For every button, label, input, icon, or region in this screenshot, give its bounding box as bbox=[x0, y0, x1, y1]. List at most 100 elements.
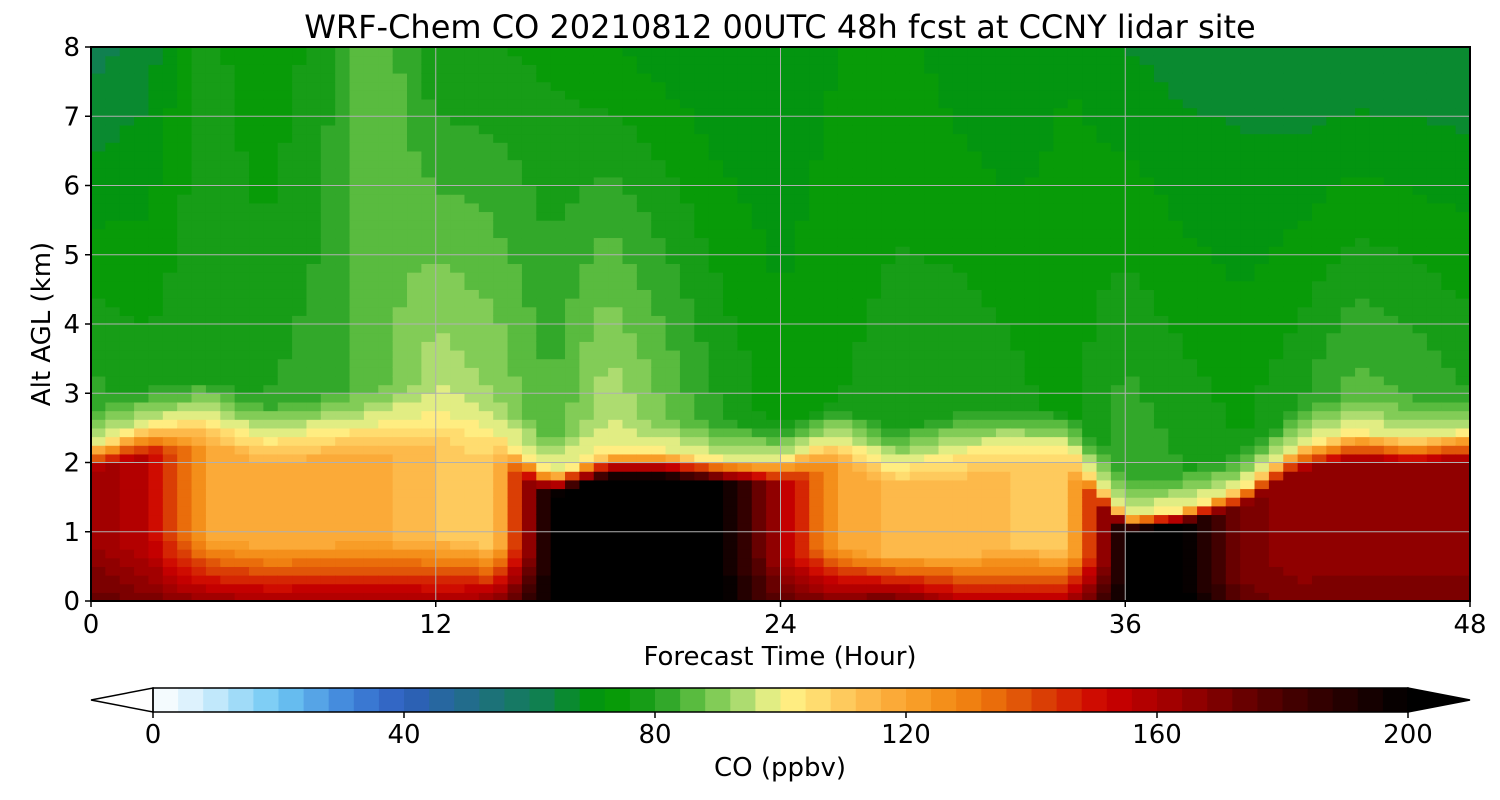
heatmap-cell bbox=[995, 375, 1011, 386]
heatmap-cell bbox=[1039, 72, 1055, 83]
heatmap-cell bbox=[852, 566, 868, 576]
heatmap-cell bbox=[1096, 289, 1112, 299]
heatmap-cell bbox=[134, 592, 150, 602]
heatmap-cell bbox=[651, 462, 667, 472]
heatmap-cell bbox=[723, 505, 738, 516]
heatmap-cell bbox=[924, 453, 940, 464]
heatmap-cell bbox=[1182, 107, 1198, 117]
heatmap-cell bbox=[1168, 289, 1184, 299]
heatmap-cell bbox=[909, 471, 925, 481]
heatmap-cell bbox=[1182, 531, 1198, 542]
heatmap-cell bbox=[1024, 479, 1040, 490]
heatmap-cell bbox=[349, 488, 365, 498]
heatmap-cell bbox=[162, 272, 178, 282]
heatmap-cell bbox=[507, 462, 523, 472]
heatmap-cell bbox=[981, 384, 997, 394]
heatmap-cell bbox=[809, 202, 825, 213]
heatmap-cell bbox=[177, 410, 193, 420]
heatmap-cell bbox=[565, 142, 580, 152]
heatmap-cell bbox=[507, 436, 523, 446]
heatmap-cell bbox=[1053, 150, 1069, 161]
heatmap-cell bbox=[622, 531, 638, 542]
heatmap-cell bbox=[723, 315, 738, 325]
heatmap-cell bbox=[651, 176, 667, 187]
heatmap-cell bbox=[608, 436, 624, 446]
heatmap-cell bbox=[421, 505, 437, 516]
heatmap-cell bbox=[679, 159, 695, 169]
heatmap-cell bbox=[1139, 150, 1155, 161]
heatmap-cell bbox=[249, 436, 264, 446]
heatmap-cell bbox=[378, 142, 394, 152]
heatmap-cell bbox=[363, 98, 379, 109]
heatmap-cell bbox=[363, 523, 379, 533]
heatmap-cell bbox=[679, 427, 695, 438]
heatmap-cell bbox=[421, 272, 437, 282]
heatmap-cell bbox=[392, 497, 408, 507]
heatmap-cell bbox=[363, 427, 379, 438]
heatmap-cell bbox=[1168, 531, 1184, 542]
heatmap-cell bbox=[220, 523, 236, 533]
heatmap-cell bbox=[249, 150, 264, 161]
heatmap-cell bbox=[794, 401, 810, 412]
heatmap-cell bbox=[1024, 540, 1040, 550]
heatmap-cell bbox=[1067, 393, 1083, 403]
heatmap-cell bbox=[737, 116, 753, 126]
heatmap-cell bbox=[263, 142, 279, 152]
heatmap-cell bbox=[1139, 462, 1155, 472]
heatmap-cell bbox=[536, 462, 552, 472]
heatmap-cell bbox=[450, 315, 466, 325]
heatmap-cell bbox=[363, 185, 379, 195]
heatmap-cell bbox=[694, 583, 710, 593]
heatmap-cell bbox=[737, 367, 753, 377]
heatmap-cell bbox=[837, 185, 853, 195]
heatmap-cell bbox=[579, 220, 595, 230]
heatmap-cell bbox=[493, 220, 509, 230]
heatmap-cell bbox=[277, 324, 293, 334]
heatmap-cell bbox=[536, 124, 552, 135]
heatmap-cell bbox=[91, 107, 106, 117]
heatmap-cell bbox=[277, 55, 293, 65]
heatmap-cell bbox=[177, 142, 193, 152]
heatmap-cell bbox=[392, 107, 408, 117]
heatmap-cell bbox=[837, 583, 853, 593]
heatmap-cell bbox=[148, 254, 164, 265]
heatmap-cell bbox=[723, 497, 738, 507]
heatmap-cell bbox=[651, 549, 667, 559]
heatmap-cell bbox=[349, 237, 365, 247]
heatmap-cell bbox=[995, 462, 1011, 472]
heatmap-cell bbox=[91, 566, 106, 576]
heatmap-cell bbox=[421, 254, 437, 265]
heatmap-cell bbox=[119, 98, 135, 109]
heatmap-cell bbox=[363, 176, 379, 187]
heatmap-cell bbox=[450, 523, 466, 533]
heatmap-cell bbox=[1082, 228, 1098, 239]
heatmap-cell bbox=[737, 237, 753, 247]
heatmap-cell bbox=[1197, 453, 1213, 464]
heatmap-cell bbox=[435, 375, 451, 386]
heatmap-cell bbox=[464, 453, 480, 464]
heatmap-cell bbox=[392, 168, 408, 178]
heatmap-cell bbox=[895, 592, 911, 602]
heatmap-cell bbox=[407, 488, 422, 498]
heatmap-cell bbox=[780, 462, 796, 472]
heatmap-cell bbox=[521, 176, 537, 187]
heatmap-cell bbox=[306, 254, 322, 265]
heatmap-cell bbox=[579, 272, 595, 282]
heatmap-cell bbox=[1010, 566, 1026, 576]
heatmap-cell bbox=[636, 393, 652, 403]
heatmap-cell bbox=[622, 462, 638, 472]
heatmap-cell bbox=[536, 445, 552, 455]
heatmap-cell bbox=[679, 298, 695, 308]
heatmap-cell bbox=[751, 514, 767, 524]
heatmap-cell bbox=[1197, 384, 1213, 394]
heatmap-cell bbox=[1153, 384, 1169, 394]
heatmap-cell bbox=[723, 289, 738, 299]
heatmap-cell bbox=[134, 55, 150, 65]
heatmap-cell bbox=[320, 90, 336, 100]
heatmap-cell bbox=[292, 557, 308, 567]
heatmap-cell bbox=[249, 419, 264, 429]
heatmap-cell bbox=[881, 471, 897, 481]
heatmap-cell bbox=[191, 358, 207, 368]
heatmap-cell bbox=[780, 64, 796, 74]
heatmap-cell bbox=[306, 298, 322, 308]
